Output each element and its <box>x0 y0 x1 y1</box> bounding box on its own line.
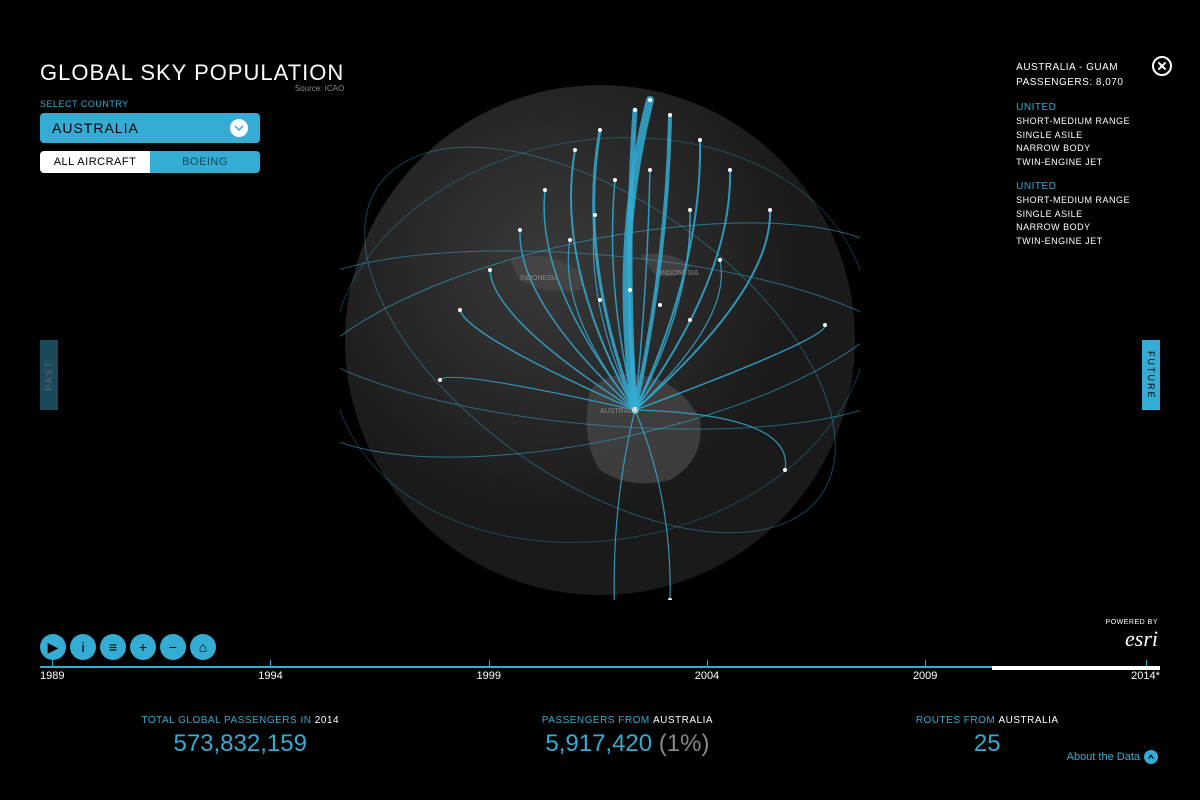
chevron-up-icon <box>1144 750 1158 764</box>
route-passengers: PASSENGERS: 8,070 <box>1016 75 1130 90</box>
airline-detail: SHORT-MEDIUM RANGE <box>1016 115 1130 129</box>
stat-block: TOTAL GLOBAL PASSENGERS IN 2014 573,832,1… <box>141 715 339 758</box>
aircraft-toggle: ALL AIRCRAFT BOEING <box>40 151 260 173</box>
info-icon[interactable]: i <box>70 634 96 660</box>
timeline-year[interactable]: 1994 <box>258 670 282 682</box>
svg-text:INDONESIA: INDONESIA <box>520 275 559 282</box>
future-tab[interactable]: FUTURE <box>1142 340 1160 410</box>
airline-detail: NARROW BODY <box>1016 142 1130 156</box>
stat-label: ROUTES FROM AUSTRALIA <box>916 715 1059 726</box>
timeline-year[interactable]: 2004 <box>695 670 719 682</box>
route-info-panel: AUSTRALIA - GUAM PASSENGERS: 8,070 UNITE… <box>1016 60 1130 258</box>
stats-row: TOTAL GLOBAL PASSENGERS IN 2014 573,832,1… <box>40 715 1160 758</box>
globe-visualization[interactable]: AUSTRALIA INDONESIA INDONESIA <box>340 80 860 600</box>
toggle-all-aircraft[interactable]: ALL AIRCRAFT <box>40 151 150 173</box>
zoom-in-icon[interactable]: + <box>130 634 156 660</box>
home-icon[interactable]: ⌂ <box>190 634 216 660</box>
close-icon[interactable] <box>1152 56 1172 76</box>
airline-block: UNITEDSHORT-MEDIUM RANGESINGLE ASILENARR… <box>1016 179 1130 248</box>
stat-label: PASSENGERS FROM AUSTRALIA <box>542 715 713 726</box>
esri-logo: esri <box>1106 626 1158 652</box>
airline-name: UNITED <box>1016 100 1130 115</box>
stat-label: TOTAL GLOBAL PASSENGERS IN 2014 <box>141 715 339 726</box>
zoom-out-icon[interactable]: − <box>160 634 186 660</box>
timeline-year[interactable]: 1989 <box>40 670 64 682</box>
airline-name: UNITED <box>1016 179 1130 194</box>
timeline-track <box>40 666 1160 668</box>
map-toolbar: ▶i≡+−⌂ <box>40 634 216 660</box>
airline-detail: TWIN-ENGINE JET <box>1016 235 1130 249</box>
selected-country: AUSTRALIA <box>52 120 139 136</box>
timeline-ticks: 1989 1994 1999 2004 2009 2014* <box>40 670 1160 682</box>
stat-value: 573,832,159 <box>141 730 339 758</box>
about-data-link[interactable]: About the Data <box>1067 750 1158 764</box>
toggle-boeing[interactable]: BOEING <box>150 151 260 173</box>
past-tab[interactable]: PAST <box>40 340 58 410</box>
airline-detail: SINGLE ASILE <box>1016 208 1130 222</box>
airline-block: UNITEDSHORT-MEDIUM RANGESINGLE ASILENARR… <box>1016 100 1130 169</box>
stat-block: ROUTES FROM AUSTRALIA 25 <box>916 715 1059 758</box>
airline-detail: SINGLE ASILE <box>1016 129 1130 143</box>
powered-by: POWERED BY esri <box>1106 619 1158 652</box>
airline-detail: TWIN-ENGINE JET <box>1016 156 1130 170</box>
chevron-down-icon <box>230 119 248 137</box>
stat-block: PASSENGERS FROM AUSTRALIA 5,917,420 (1%) <box>542 715 713 758</box>
year-timeline[interactable]: 1989 1994 1999 2004 2009 2014* <box>40 662 1160 692</box>
timeline-year[interactable]: 2014* <box>1131 670 1160 682</box>
svg-text:INDONESIA: INDONESIA <box>660 270 699 277</box>
play-icon[interactable]: ▶ <box>40 634 66 660</box>
airline-detail: SHORT-MEDIUM RANGE <box>1016 194 1130 208</box>
airline-detail: NARROW BODY <box>1016 221 1130 235</box>
stat-value: 5,917,420 (1%) <box>542 730 713 758</box>
layers-icon[interactable]: ≡ <box>100 634 126 660</box>
stat-value: 25 <box>916 730 1059 758</box>
timeline-year[interactable]: 1999 <box>476 670 500 682</box>
country-dropdown[interactable]: AUSTRALIA <box>40 113 260 143</box>
timeline-year[interactable]: 2009 <box>913 670 937 682</box>
select-country-label: SELECT COUNTRY <box>40 99 344 109</box>
svg-text:AUSTRALIA: AUSTRALIA <box>600 408 639 415</box>
route-name: AUSTRALIA - GUAM <box>1016 60 1130 75</box>
header-panel: GLOBAL SKY POPULATION Source: ICAO SELEC… <box>40 60 344 173</box>
page-title: GLOBAL SKY POPULATION <box>40 60 344 86</box>
